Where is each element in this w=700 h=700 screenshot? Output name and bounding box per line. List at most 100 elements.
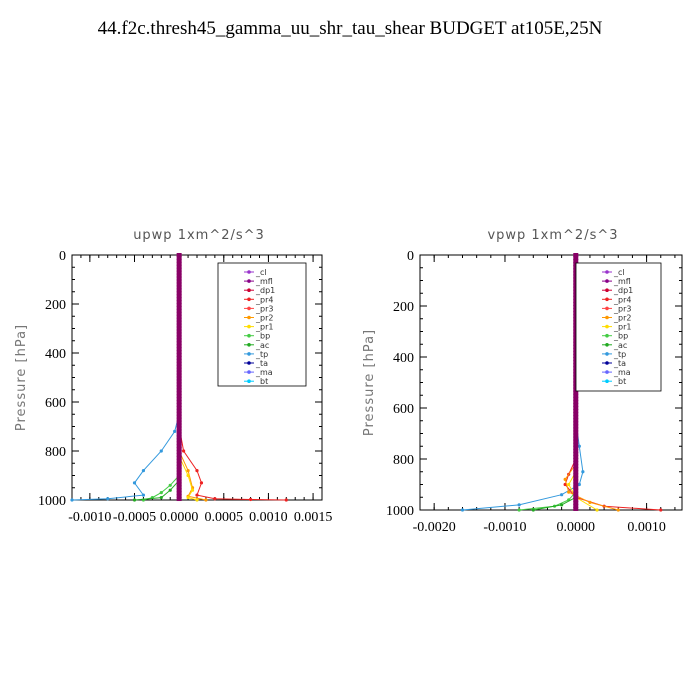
series-point-tp [560,493,564,497]
legend-label: _dp1 [613,286,633,295]
series-point-mfl [573,494,579,499]
series-point-mfl [176,323,182,328]
series-point-mfl [176,449,182,454]
series-point-pr4 [284,498,288,502]
series-point-ac [531,508,535,512]
legend-marker [247,270,251,274]
legend-label: _bt [255,377,268,386]
series-point-mfl [176,488,182,493]
legend-box [575,262,662,392]
legend-label: _pr3 [613,304,631,313]
series-point-pr4 [182,449,186,453]
series-point-mfl [573,259,579,264]
series-point-mfl [176,267,182,272]
series-point-mfl [176,376,182,381]
series-point-tp [106,497,110,501]
series-point-mfl [176,355,182,360]
series-point-pr4 [659,508,663,512]
series-point-mfl [176,338,182,343]
series-point-mfl [176,438,182,443]
legend-label: _pr4 [255,295,273,304]
legend-marker [247,379,251,384]
series-point-mfl [176,302,182,307]
legend-label: _mfl [255,277,273,286]
series-point-pr2 [204,498,208,502]
panel-1: upwp 1xm^2/s^3 Pressure [hPa] 0 200 400 600 80… [14,228,332,525]
legend-label: _ta [255,359,268,368]
legend-marker [247,306,251,311]
series-point-mfl [573,396,579,401]
series-point-mfl [573,506,579,511]
series-point-mfl [573,412,579,417]
series-point-tp [132,481,137,485]
series-point-mfl [176,455,182,460]
series-point-mfl [176,470,182,475]
series-point-mfl [573,464,579,469]
legend-marker [605,270,609,274]
series-point-mfl [176,479,182,484]
series-point-ac [560,503,564,507]
legend-label: _dp1 [255,286,275,295]
series-point-mfl [176,344,182,349]
series-point-mfl [176,294,182,299]
series-line-pr1 [178,255,198,501]
y-tick-label: 600 [393,402,414,417]
series-point-mfl [176,364,182,369]
series-point-ac [168,488,172,492]
series-point-mfl [176,435,182,440]
series-point-mfl [176,320,182,325]
x-tick-label: 0.0000 [160,510,199,525]
legend-label: _tp [613,350,626,359]
legend-marker [605,352,609,356]
series-point-bp [517,508,521,512]
x-tick-label: 0.0005 [205,510,244,525]
series-point-mfl [176,408,182,413]
series-point-tp [517,503,521,507]
legend-marker [247,370,251,374]
x-tick-label: 0.0010 [249,510,288,525]
legend-label: _ma [613,368,631,377]
series-point-mfl [176,461,182,466]
y-tick-label: 600 [45,396,66,411]
series-point-mfl [176,317,182,322]
series-point-mfl [176,261,182,266]
series-point-mfl [573,488,579,493]
panel-title: upwp 1xm^2/s^3 [133,228,265,243]
series-line-tp [71,255,180,501]
series-point-mfl [176,447,182,452]
series-point-pr2 [567,490,571,494]
series-point-mfl [176,361,182,366]
legend-marker [605,279,609,283]
legend-box [217,262,307,387]
series-point-mfl [176,482,182,487]
series-point-pr4 [213,497,217,501]
series-point-mfl [176,397,182,402]
legend-label: _bp [255,332,270,341]
series-point-tp [577,444,581,448]
y-tick-label: 800 [393,453,414,468]
series-point-mfl [176,352,182,357]
series-point-mfl [573,497,579,502]
series-point-pr1 [567,482,571,487]
x-tick-label: -0.0005 [113,510,156,525]
series-point-mfl [176,464,182,469]
series-point-mfl [573,406,579,410]
legend-marker [247,297,251,302]
series-point-mfl [573,418,579,423]
legend-label: _pr2 [255,314,273,323]
series-point-mfl [573,470,579,475]
series-point-tp [141,493,146,497]
series-point-mfl [176,373,182,378]
legend-marker [605,288,609,293]
legend-marker [605,297,609,302]
series-line-bp [519,255,577,511]
y-tick-label: 400 [45,347,66,362]
series-point-pr1 [595,508,599,512]
series-point-mfl [176,367,182,372]
y-tick-label: 800 [45,445,66,460]
series-point-pr4 [195,469,199,473]
series-point-tp [581,470,585,474]
series-point-mfl [176,405,182,410]
series-point-mfl [176,311,182,316]
